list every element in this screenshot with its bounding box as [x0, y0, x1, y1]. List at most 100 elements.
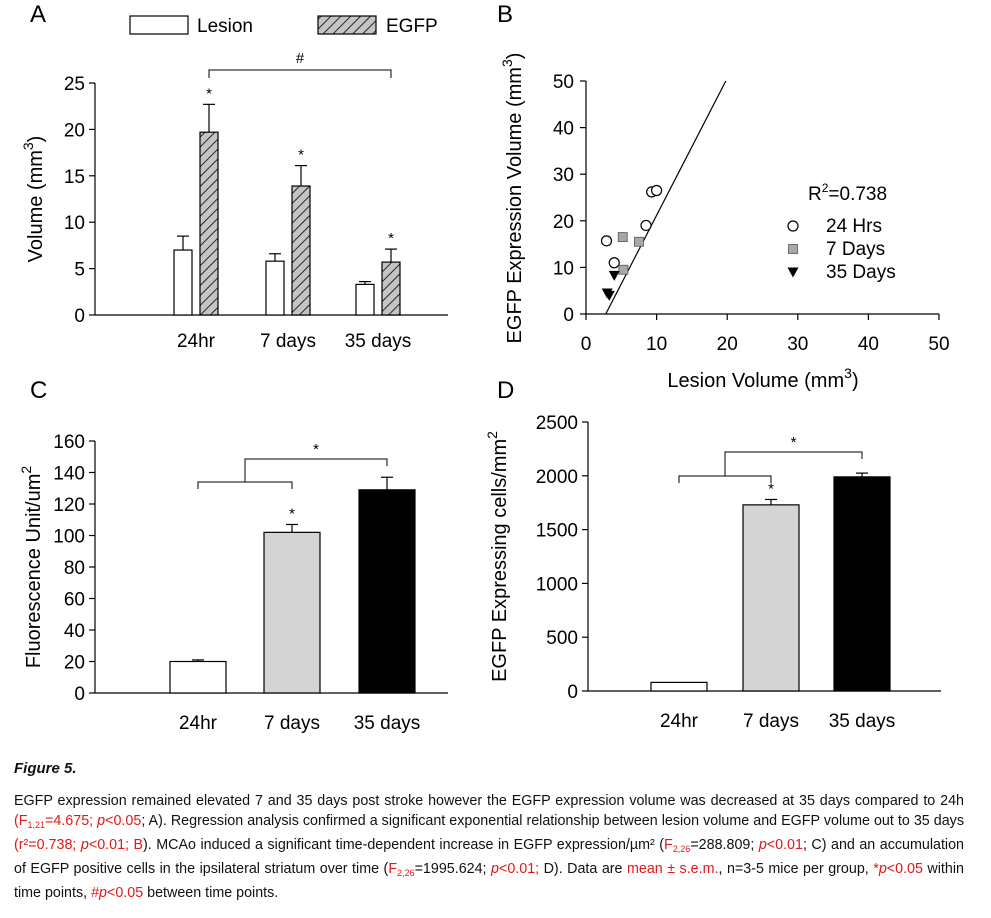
scatter-point-gray-square: [634, 236, 644, 247]
caption-segment: =1995.624;: [414, 861, 492, 877]
significance-star: *: [289, 505, 295, 522]
regression-line: [605, 80, 727, 315]
caption-segment: p: [80, 837, 89, 853]
panel-a-bracket: [208, 69, 392, 78]
significance-star: *: [388, 230, 394, 247]
panel-d-chart: D 0 500 1000 1500 2000 2500 EGFP Expressing cel…: [484, 377, 941, 732]
scatter-point-open-circle: [608, 257, 620, 269]
caption-segment: (F: [14, 813, 28, 829]
figure-caption-body: EGFP expression remained elevated 7 and …: [14, 791, 964, 903]
caption-segment: =4.675;: [45, 813, 98, 829]
panel-d-y-tick-label: 500: [546, 628, 578, 649]
panel-b-x-tick-label: 30: [787, 334, 808, 355]
caption-segment: 2,26: [672, 844, 691, 854]
caption-segment: EGFP expression remained elevated 7 and …: [14, 793, 964, 809]
panel-c-bar: [263, 531, 321, 694]
caption-segment: 1,21: [27, 820, 46, 830]
bracket-symbol: *: [791, 434, 797, 451]
panel-c-bracket-outer: [244, 458, 388, 482]
bar-lesion: [173, 249, 193, 316]
caption-segment: p: [878, 861, 887, 877]
panel-d-y-tick-label: 1000: [536, 574, 578, 595]
figure-panels: A Lesion EGFP 0 5 10 15 20 25 Volume (mm3) * 24hr * 7…: [18, 1, 950, 734]
legend-swatch-lesion: [129, 15, 189, 35]
panel-c-x-tick-label: 35 days: [354, 713, 421, 734]
caption-segment: D). Data are: [539, 861, 627, 877]
panel-a-y-tick-label: 20: [64, 120, 85, 141]
panel-a-y-tick-label: 5: [74, 260, 85, 281]
bar-egfp: [291, 185, 311, 316]
caption-segment: , n=3-5 mice per group,: [718, 861, 874, 877]
panel-d-y-tick-label: 1500: [536, 521, 578, 542]
caption-segment: p: [99, 885, 107, 901]
panel-c-y-tick-label: 100: [53, 527, 85, 548]
bar-egfp: [199, 131, 219, 316]
panel-a-y-tick-label: 25: [64, 74, 85, 95]
caption-segment: ; C) and an accumulation of EGFP positiv…: [14, 837, 964, 877]
significance-star: *: [206, 85, 212, 102]
panel-d-bar: [650, 681, 708, 692]
figure-caption: Figure 5. EGFP expression remained eleva…: [14, 760, 964, 903]
panel-b-x-tick-label: 0: [581, 334, 592, 355]
panel-c-y-tick-label: 40: [64, 621, 85, 642]
panel-b-x-tick-label: 50: [928, 334, 949, 355]
panel-b-label: B: [497, 1, 513, 28]
panel-a-x-tick-label: 35 days: [345, 331, 412, 352]
caption-segment: within time points,: [14, 861, 964, 901]
scatter-point-open-circle: [640, 219, 652, 232]
caption-segment: mean ± s.e.m.: [626, 861, 719, 877]
panel-a-chart: A Lesion EGFP 0 5 10 15 20 25 Volume (mm3) * 24hr * 7…: [20, 1, 448, 352]
panel-c-y-tick-label: 160: [53, 432, 85, 453]
panel-c-x-tick-label: 7 days: [264, 713, 320, 734]
panel-d-y-tick-label: 0: [567, 682, 578, 703]
panel-c-x-tick-label: 24hr: [179, 713, 218, 734]
panel-a-x-tick-label: 24hr: [177, 331, 216, 352]
scatter-point-open-circle: [600, 235, 613, 247]
panel-c-bracket-inner: [197, 481, 293, 489]
panel-d-bracket-outer: [724, 451, 863, 476]
caption-segment: ; A). Regression analysis confirmed a si…: [141, 813, 964, 829]
panel-c-chart: C 0 20 40 60 80 100 120 140 160 Fluorescence Unit/…: [18, 377, 448, 734]
panel-d-bar: [742, 504, 800, 692]
panel-d-bracket-inner: [678, 475, 772, 483]
caption-segment: =288.809;: [690, 837, 759, 853]
panel-b-x-tick-label: 10: [646, 334, 667, 355]
panel-d-x-tick-label: 35 days: [829, 711, 896, 732]
legend-swatch-egfp: [317, 15, 377, 35]
panel-b-y-tick-label: 40: [553, 119, 574, 140]
bar-egfp: [381, 261, 401, 316]
caption-segment: <0.01; B: [88, 837, 144, 853]
significance-star: *: [298, 147, 304, 164]
panel-a-y-tick-label: 0: [74, 306, 85, 327]
caption-segment: ). MCAo induced a significant time-depen…: [143, 837, 665, 853]
caption-segment: <0.01: [766, 837, 803, 853]
panel-b-x-axis-title: Lesion Volume (mm3): [667, 365, 858, 392]
panel-b-x-tick-label: 40: [858, 334, 879, 355]
bar-lesion: [265, 260, 285, 316]
panel-b-y-tick-label: 30: [553, 165, 574, 186]
panel-c-y-tick-label: 140: [53, 464, 85, 485]
caption-segment: between time points.: [143, 885, 279, 901]
scatter-point-black-triangle: [608, 270, 620, 281]
caption-segment: (r²=0.738;: [14, 837, 81, 853]
legend-label-lesion: Lesion: [197, 16, 253, 37]
caption-segment: p: [97, 813, 106, 829]
caption-segment: F: [388, 861, 398, 877]
panel-c-label: C: [30, 377, 47, 404]
legend-marker-gray-square: [788, 244, 798, 254]
panel-b-chart: B 0 10 20 30 40 50 0 10 20 30 40 50 Lesion Volume (mm…: [497, 1, 950, 392]
legend-label-series: 7 Days: [826, 239, 885, 260]
bar-lesion: [355, 283, 375, 316]
panel-c-bar: [358, 489, 416, 694]
panel-c-y-tick-label: 20: [64, 653, 85, 674]
panel-c-y-tick-label: 120: [53, 495, 85, 516]
panel-a-x-tick-label: 7 days: [260, 331, 316, 352]
panel-c-y-tick-label: 80: [64, 558, 85, 579]
panel-a-label: A: [30, 1, 46, 28]
panel-b-y-tick-label: 20: [553, 212, 574, 233]
panel-d-y-tick-label: 2000: [536, 467, 578, 488]
scatter-point-open-circle: [650, 184, 663, 197]
panel-b-x-tick-label: 20: [717, 334, 738, 355]
panel-c-y-tick-label: 0: [74, 684, 85, 705]
panel-c-bar: [169, 660, 227, 694]
